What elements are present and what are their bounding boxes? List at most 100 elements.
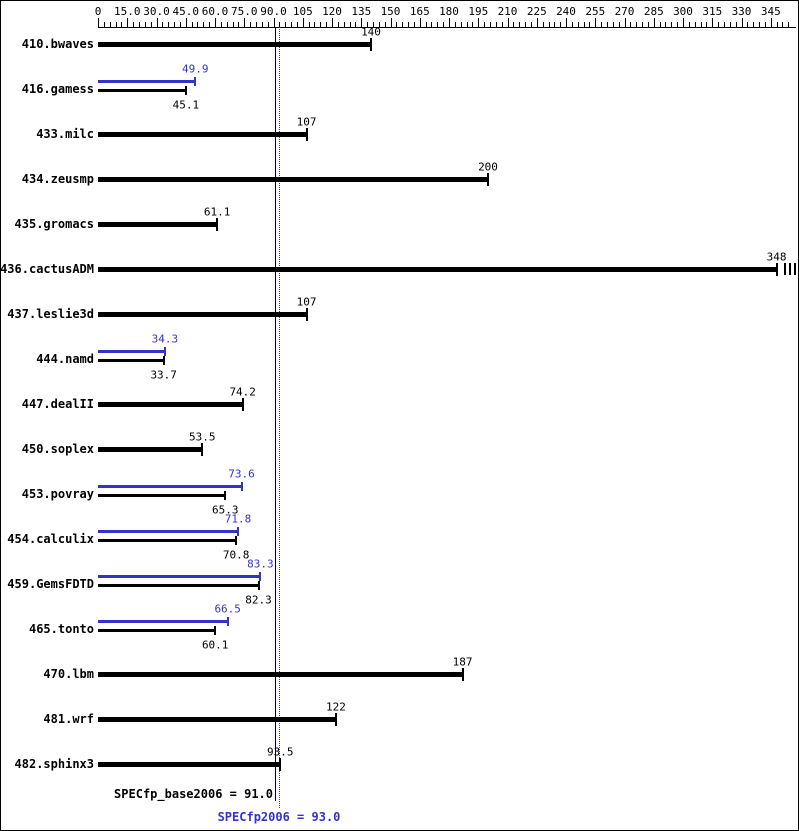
bar-base-value-label: 82.3	[245, 593, 272, 607]
axis-minor-tick	[291, 22, 292, 27]
axis-minor-tick	[583, 22, 585, 27]
axis-tick-label: 75.0	[231, 5, 258, 18]
axis-major-tick	[653, 18, 655, 27]
axis-minor-tick	[209, 22, 211, 27]
axis-minor-tick	[466, 22, 468, 27]
axis-minor-tick	[197, 22, 199, 27]
axis-minor-tick	[355, 22, 357, 27]
axis-tick-label: 60.0	[201, 5, 229, 18]
axis-major-tick	[536, 18, 538, 27]
axis-minor-tick	[425, 22, 427, 27]
bar-base-value-label: 140	[361, 25, 381, 39]
axis-minor-tick	[115, 22, 117, 27]
benchmark-label: 410.bwaves	[21, 37, 94, 51]
bar-base	[98, 401, 243, 407]
bar-base	[98, 538, 237, 542]
axis-minor-tick	[226, 22, 228, 27]
axis-minor-tick	[607, 22, 608, 27]
bar-base	[98, 583, 259, 587]
axis-major-tick	[624, 18, 626, 27]
bar-base	[98, 131, 307, 137]
axis-tick-label: 285	[643, 5, 664, 18]
axis-minor-tick	[659, 22, 661, 27]
axis-minor-tick	[677, 22, 679, 27]
bar-base-endcap	[241, 397, 244, 411]
axis-minor-tick	[642, 22, 643, 27]
axis-minor-tick	[413, 22, 415, 27]
axis-minor-tick	[103, 22, 105, 27]
bar-clip-mark	[783, 263, 786, 275]
axis-minor-tick	[759, 22, 760, 27]
axis-major-tick	[244, 18, 246, 27]
bar-base-value-label: 65.3	[212, 503, 239, 517]
axis-minor-tick	[320, 22, 322, 27]
bar-base	[98, 493, 226, 497]
axis-minor-tick	[694, 22, 696, 27]
axis-minor-tick	[384, 22, 386, 27]
axis-minor-tick	[601, 22, 603, 27]
axis-minor-tick	[747, 22, 749, 27]
axis-minor-tick	[179, 22, 181, 27]
axis-minor-tick	[343, 22, 345, 27]
benchmark-label: 450.soplex	[21, 442, 94, 456]
specfp-base-mean-label: SPECfp_base2006 = 91.0	[114, 787, 273, 801]
peak-mean-line	[279, 27, 281, 808]
axis-minor-tick	[314, 22, 316, 27]
axis-minor-tick	[437, 22, 439, 27]
axis-major-tick	[273, 18, 275, 27]
axis-major-tick	[419, 18, 421, 27]
axis-minor-tick	[162, 22, 164, 27]
axis-minor-tick	[285, 22, 287, 27]
axis-minor-tick	[782, 22, 784, 27]
axis-minor-tick	[109, 22, 111, 27]
bar-base-value-label: 107	[296, 295, 317, 309]
axis-tick-label: 0	[94, 5, 102, 18]
bar-base-value-label: 122	[325, 700, 346, 714]
axis-minor-tick	[571, 22, 573, 27]
axis-minor-tick	[279, 22, 281, 27]
benchmark-label: 454.calculix	[7, 532, 94, 546]
bar-base	[98, 176, 488, 182]
axis-major-tick	[390, 18, 392, 27]
axis-tick-label: 255	[585, 5, 606, 18]
bar-base	[98, 628, 216, 632]
benchmark-label: 465.tonto	[28, 622, 94, 636]
axis-minor-tick	[776, 22, 778, 27]
axis-major-tick	[98, 18, 99, 27]
axis-minor-tick	[665, 22, 667, 27]
axis-minor-tick	[542, 22, 544, 27]
axis-major-tick	[361, 18, 363, 27]
axis-minor-tick	[495, 22, 497, 27]
bar-base-endcap	[235, 535, 238, 545]
axis-minor-tick	[612, 22, 614, 27]
bar-peak-endcap	[240, 481, 243, 491]
axis-tick-label: 90.0	[260, 5, 287, 18]
axis-major-tick	[712, 18, 714, 27]
axis-tick-label: 270	[614, 5, 635, 18]
bar-base-endcap	[201, 442, 204, 456]
bar-base	[98, 266, 777, 272]
axis-minor-tick	[378, 22, 380, 27]
axis-minor-tick	[443, 22, 445, 27]
benchmark-label: 416.gamess	[21, 82, 94, 96]
axis-minor-tick	[121, 22, 123, 27]
bar-base-value-label: 45.1	[172, 98, 200, 112]
axis-tick-label: 240	[556, 5, 576, 18]
bar-base-value-label: 70.8	[222, 548, 250, 562]
bar-base-value-label: 93.5	[267, 745, 294, 759]
bar-base-endcap	[305, 127, 308, 141]
bar-base	[98, 358, 164, 362]
axis-major-tick	[215, 18, 216, 27]
bar-peak-value-label: 71.8	[224, 512, 252, 526]
axis-minor-tick	[150, 22, 152, 27]
axis-tick-label: 150	[380, 5, 401, 18]
axis-major-tick	[127, 18, 129, 27]
bar-base-endcap	[214, 625, 217, 635]
axis-minor-tick	[144, 22, 146, 27]
specfp-peak-mean-label: SPECfp2006 = 93.0	[217, 810, 341, 824]
axis-minor-tick	[220, 22, 222, 27]
axis-major-tick	[302, 18, 304, 27]
bar-peak-endcap	[226, 616, 229, 626]
axis-major-tick	[595, 18, 597, 27]
axis-tick-label: 225	[526, 5, 547, 18]
